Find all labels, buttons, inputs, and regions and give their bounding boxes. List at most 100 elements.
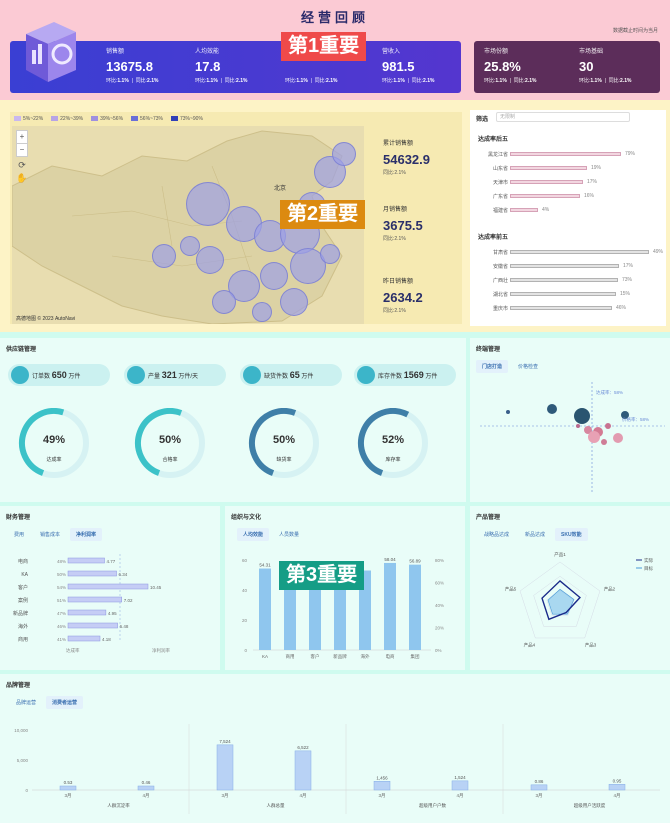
supply-gauge[interactable]: 50% 缺货率 (247, 408, 321, 478)
legend-item[interactable]: 22%~39% (51, 116, 83, 122)
tab-sales-cost[interactable]: 销售成本 (40, 532, 61, 538)
supply-gauge[interactable]: 49% 达成率 (17, 408, 91, 478)
rank-row[interactable]: 广西壮 73% (470, 276, 666, 284)
finance-rate-label: 48% (57, 559, 66, 564)
map-bubble[interactable] (332, 142, 356, 166)
supply-card[interactable]: 订单数 650 万件 (8, 364, 110, 386)
org-bar-label: 56.89 (409, 559, 421, 564)
map-bubble[interactable] (252, 302, 272, 322)
org-category-label: KA (262, 654, 268, 659)
org-chart: 60 40 20 0 80% 60% 40% 20% 0% 54.31 KA 商用 客户 新品牌 海外 58.… (242, 557, 444, 660)
ref-line-label-b: 价格率：58% (622, 417, 650, 422)
kpi-per-capita[interactable]: 人均效能 17.8 环比:1.1% | 同比:2.1% (195, 41, 285, 93)
rank-row[interactable]: 湖北省 15% (470, 290, 666, 298)
legend-swatch (131, 116, 139, 122)
brand-month-label: 4月 (456, 793, 463, 799)
tab-strategic[interactable]: 战略品达成 (484, 532, 510, 538)
rank-row[interactable]: 福建省 4% (470, 206, 666, 214)
tab-brand-ops[interactable]: 品牌运营 (16, 700, 37, 706)
supply-gauge[interactable]: 50% 合格率 (133, 408, 207, 478)
brand-month-label: 4月 (613, 793, 620, 799)
supply-card[interactable]: 缺货件数 65 万件 (240, 364, 342, 386)
map-pan-icon[interactable]: ✋ (16, 173, 28, 183)
map-rotate-icon[interactable]: ⟳ (18, 160, 26, 170)
china-map[interactable]: + − ⟳ ✋ 北京 高德地图 © 2023 AutoNavi (12, 126, 364, 324)
org-tabs: 人均效能 人员数量 (237, 528, 305, 541)
legend-swatch (91, 116, 99, 122)
org-right-tick: 20% (435, 626, 444, 631)
brand-group-label: 超级用户户数 (419, 802, 446, 809)
brand-bar-label: 1,456 (376, 775, 388, 780)
supply-card-value: 321 (161, 370, 177, 380)
rank-bar (510, 278, 618, 282)
filter-label: 筛选 (476, 117, 489, 123)
kpi-market-base[interactable]: 市场基础 30 环比:1.1% | 同比:2.1% (579, 41, 669, 93)
tab-price[interactable]: 价格检查 (518, 364, 539, 370)
radar-axis-label: 产品1 (554, 551, 566, 558)
filter-select[interactable]: 无限制 (496, 112, 630, 122)
supply-card-value: 650 (51, 370, 67, 380)
org-bar (359, 570, 371, 650)
map-bubble[interactable] (152, 244, 176, 268)
stat-yesterday-sales: 昨日销售额 2634.2 同比:2.1% (383, 279, 423, 314)
rank-row[interactable]: 重庆市 46% (470, 304, 666, 312)
map-bubble[interactable] (260, 262, 288, 290)
kpi-label: 销售额 (106, 49, 125, 55)
brand-tabs: 品牌运营 消费者运营 (10, 696, 84, 709)
gauge-label: 合格率 (162, 457, 178, 463)
map-bubble[interactable] (180, 236, 200, 256)
rank-row[interactable]: 安徽省 17% (470, 262, 666, 270)
tab-consumer-ops[interactable]: 消费者运营 (46, 696, 84, 709)
finance-tabs: 费用 销售成本 净利润率 (8, 528, 103, 541)
finance-net-label: 6.34 (119, 572, 128, 577)
rank-row[interactable]: 甘肃省 49% (470, 248, 666, 256)
zoom-in-button[interactable]: + (16, 130, 28, 144)
rank-value: 49% (653, 249, 664, 255)
kpi-revenue[interactable]: 营收入 981.5 环比:1.1% | 同比:2.1% (382, 41, 472, 93)
finance-bar (67, 609, 107, 616)
rank-name: 天津市 (492, 180, 508, 186)
tab-net-margin[interactable]: 净利润率 (70, 528, 103, 541)
map-bubble[interactable] (212, 290, 236, 314)
terminal-tabs: 门店打造 价格检查 (476, 360, 544, 373)
brand-bar-label: 6,522 (297, 745, 309, 750)
tab-sku[interactable]: SKU效能 (555, 528, 588, 541)
rank-row[interactable]: 黑龙江省 79% (470, 150, 666, 158)
zoom-out-button[interactable]: − (16, 143, 28, 157)
supply-card-label: 产量 (148, 374, 161, 380)
product-panel: 产品管理 战略品达成 新品达成 SKU效能 产品1 产品2 产品3 产品4 产品5 实际目… (470, 506, 670, 670)
legend-item[interactable]: 5%~22% (14, 116, 43, 122)
kpi-sales[interactable]: 销售额 13675.8 环比:1.1% | 同比:2.1% (106, 41, 196, 93)
finance-net-label: 7.02 (124, 598, 133, 603)
finance-chart: 电商 48% 4.77 KA 50% 6.34 客户 54% 10.45 案例 51% 7.02 新品牌… (13, 554, 162, 643)
tab-expense[interactable]: 费用 (14, 532, 25, 538)
rank-row[interactable]: 天津市 17% (470, 178, 666, 186)
kpi-market-share[interactable]: 市场份额 25.8% 环比:1.1% | 同比:2.1% (484, 41, 574, 93)
map-copyright: 高德地图 © 2023 AutoNavi (16, 316, 76, 322)
brand-bar-label: 1,524 (454, 775, 466, 780)
legend-item[interactable]: 73%~90% (170, 116, 203, 122)
legend-item[interactable]: 39%~56% (91, 116, 123, 122)
supply-gauge[interactable]: 52% 库存率 (356, 408, 430, 478)
map-bubble[interactable] (320, 244, 340, 264)
supply-card-text: 产量 321 万件/天 (148, 370, 198, 380)
legend-item[interactable]: 56%~73% (131, 116, 163, 122)
tab-headcount[interactable]: 人员数量 (279, 532, 300, 538)
kpi-compare: 环比:1.1% | 同比:2.1% (382, 78, 435, 84)
brand-month-label: 3月 (535, 793, 542, 799)
radar-target-series (547, 588, 575, 615)
map-bubble[interactable] (196, 246, 224, 274)
supply-card[interactable]: 库存件数 1569 万件 (354, 364, 456, 386)
tab-per-capita[interactable]: 人均效能 (237, 528, 270, 541)
rank-row[interactable]: 广东省 16% (470, 192, 666, 200)
tab-store[interactable]: 门店打造 (476, 360, 509, 373)
map-bubble[interactable] (280, 288, 308, 316)
legend-label: 39%~56% (100, 116, 124, 122)
map-bubble[interactable] (186, 182, 230, 226)
supply-card[interactable]: 产量 321 万件/天 (124, 364, 226, 386)
tab-new-product[interactable]: 新品达成 (525, 532, 546, 538)
finance-rate-label: 46% (57, 624, 66, 629)
importance-tag-3: 第3重要 (279, 561, 365, 590)
rank-row[interactable]: 山东省 19% (470, 164, 666, 172)
